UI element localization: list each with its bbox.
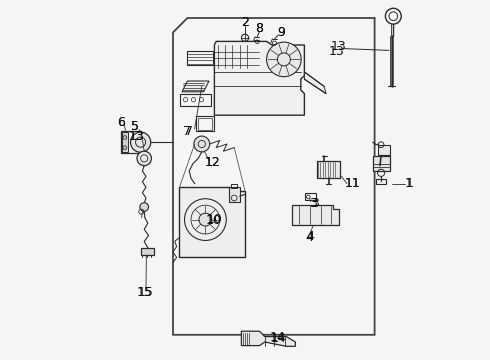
Text: 10: 10	[206, 213, 222, 226]
Bar	[229, 187, 240, 202]
Text: 14: 14	[271, 332, 287, 345]
Bar	[141, 248, 154, 255]
Text: 9: 9	[277, 26, 285, 39]
Text: 3: 3	[310, 197, 318, 210]
Text: 11: 11	[345, 177, 361, 190]
Circle shape	[267, 42, 301, 77]
Text: 8: 8	[255, 22, 264, 35]
Text: 2: 2	[241, 16, 249, 29]
Bar	[121, 131, 141, 153]
Polygon shape	[242, 331, 295, 346]
Text: 5: 5	[131, 120, 139, 133]
Polygon shape	[182, 81, 209, 92]
Text: 1: 1	[406, 177, 414, 190]
Text: 7: 7	[185, 125, 193, 138]
Bar	[376, 179, 386, 184]
Text: 13: 13	[129, 130, 145, 143]
Text: 4: 4	[307, 230, 315, 243]
Text: 9: 9	[277, 26, 285, 39]
Text: 6: 6	[117, 116, 125, 129]
Text: 2: 2	[241, 16, 249, 29]
Text: 6: 6	[117, 116, 125, 129]
Text: 15: 15	[138, 286, 154, 299]
Text: 8: 8	[255, 22, 264, 35]
Text: 13: 13	[331, 40, 346, 53]
Circle shape	[137, 151, 151, 166]
Text: 12: 12	[205, 156, 220, 169]
Polygon shape	[179, 187, 245, 257]
Text: 11: 11	[345, 177, 361, 190]
Bar	[231, 184, 237, 188]
Bar	[305, 193, 316, 200]
Bar	[187, 51, 213, 65]
Bar	[196, 116, 214, 131]
Text: 5: 5	[131, 120, 139, 133]
Circle shape	[194, 136, 210, 152]
Text: 13: 13	[129, 130, 145, 143]
Polygon shape	[304, 72, 326, 94]
Bar	[378, 145, 390, 155]
Bar	[373, 156, 390, 171]
Polygon shape	[215, 41, 304, 115]
Text: 14: 14	[270, 331, 285, 344]
Text: 7: 7	[183, 125, 192, 138]
Circle shape	[130, 132, 151, 152]
Text: 15: 15	[137, 286, 153, 299]
Text: 4: 4	[306, 231, 314, 244]
Text: 12: 12	[205, 156, 220, 169]
Circle shape	[199, 213, 212, 226]
Text: 13: 13	[329, 45, 344, 58]
Bar	[198, 118, 212, 130]
Polygon shape	[292, 205, 339, 225]
Bar	[180, 94, 211, 106]
Bar	[317, 161, 341, 178]
Text: 3: 3	[311, 197, 319, 210]
Circle shape	[140, 203, 148, 211]
Bar	[122, 132, 127, 152]
Text: 1: 1	[405, 177, 413, 190]
Text: 10: 10	[206, 214, 221, 227]
